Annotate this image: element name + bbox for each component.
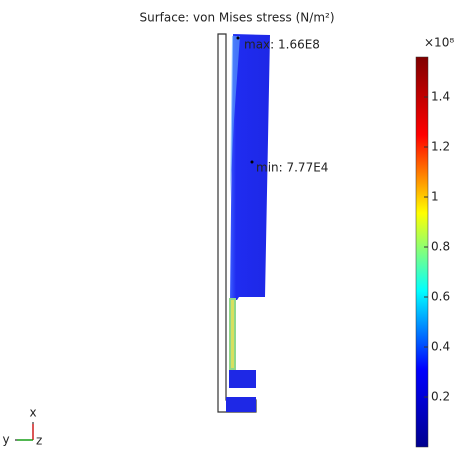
colorbar <box>415 56 429 448</box>
colorbar-tick-label: 1.2 <box>431 140 450 154</box>
colorbar-tick-label: 0.4 <box>431 340 450 354</box>
geometry <box>217 33 270 413</box>
beam <box>230 34 270 300</box>
beam-edge <box>230 36 240 200</box>
colorbar-tick-label: 1.4 <box>431 90 450 104</box>
tab <box>229 370 256 388</box>
stalk-core <box>231 300 234 368</box>
colorbar-tick-label: 0.2 <box>431 390 450 404</box>
triad-label: y <box>2 433 9 447</box>
chart-title: Surface: von Mises stress (N/m²) <box>139 11 334 25</box>
annotation: min: 7.77E4 <box>256 161 328 175</box>
triad-label: x <box>29 406 36 420</box>
tab <box>226 397 256 412</box>
colorbar-tick-label: 1 <box>431 190 439 204</box>
max-point <box>236 36 240 40</box>
colorbar-tick-label: 0.6 <box>431 290 450 304</box>
axes-triad <box>15 422 34 441</box>
min-point <box>250 160 254 164</box>
triad-label: z <box>36 434 42 448</box>
colorbar-multiplier: ×10⁸ <box>424 36 454 50</box>
annotation: max: 1.66E8 <box>244 38 320 52</box>
colorbar-tick-label: 0.8 <box>431 240 450 254</box>
